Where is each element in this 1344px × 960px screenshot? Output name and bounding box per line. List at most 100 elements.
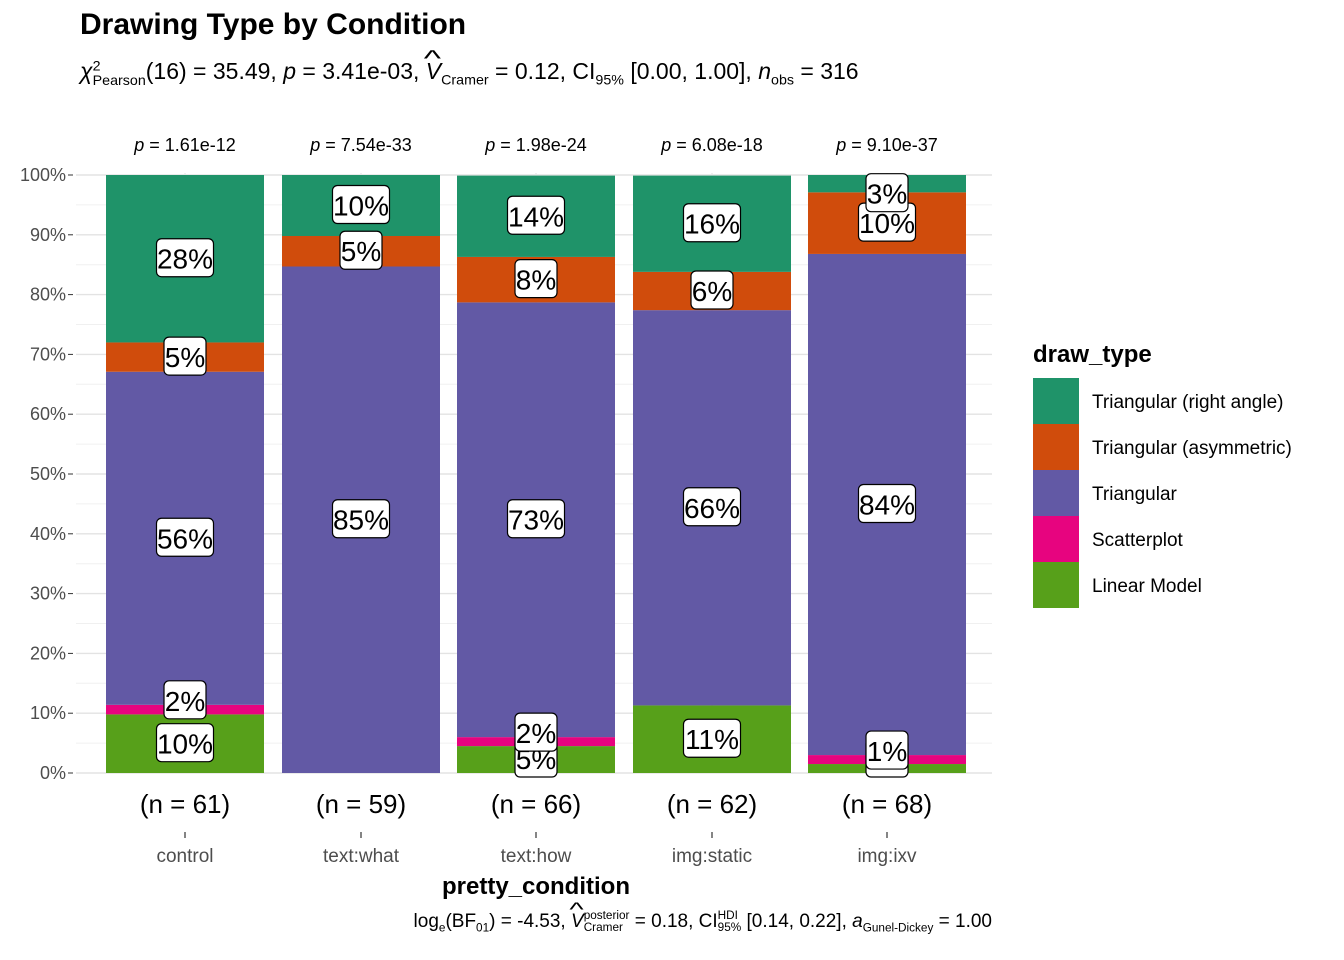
bf-value: ) = -4.53,: [489, 910, 571, 932]
legend-key: [1033, 378, 1079, 424]
segment-label-text: 5%: [341, 236, 381, 267]
y-tick-label: 30%: [30, 584, 66, 604]
y-tick-label: 90%: [30, 225, 66, 245]
segment-label-text: 10%: [859, 208, 915, 239]
chart-subtitle: χ2Pearson(16) = 35.49, p = 3.41e-03, VCr…: [80, 58, 859, 89]
segment-label-text: 73%: [508, 505, 564, 536]
bf-text: (BF: [445, 910, 477, 932]
segment-label-box: [682, 487, 742, 527]
p-value-label: p = 1.61e-12: [133, 135, 236, 155]
y-tick-label: 40%: [30, 524, 66, 544]
v-symbol: V: [426, 58, 441, 85]
ci-sub: 95%: [595, 72, 624, 89]
segment-label-box: [506, 499, 566, 539]
chart-title: Drawing Type by Condition: [80, 8, 467, 41]
segment-label-text: 10%: [333, 190, 389, 221]
y-tick-label: 100%: [20, 165, 66, 185]
segment-label-box: [163, 336, 207, 376]
count-label: (n = 61): [140, 789, 230, 819]
segment-label-box: [682, 718, 742, 758]
segment-label-box: [155, 517, 215, 557]
segment-label-box: [690, 270, 734, 310]
x-tick-label: text:what: [323, 846, 400, 867]
p-symbol: p: [283, 58, 296, 84]
segment-label: 8%: [514, 259, 558, 299]
x-tick-label: img:static: [672, 846, 752, 867]
v-posterior-sup: posterior: [583, 909, 630, 922]
segment-label-text: 2%: [165, 686, 205, 717]
legend-label: Triangular (asymmetric): [1092, 438, 1292, 459]
segment-label-text: 3%: [867, 179, 907, 210]
legend-label: Scatterplot: [1092, 530, 1184, 551]
segment-label-text: 10%: [157, 729, 213, 760]
ci-hdi-value: [0.14, 0.22],: [741, 910, 853, 932]
legend: draw_type Triangular (right angle) Triang…: [1033, 341, 1292, 608]
segment-label: 6%: [690, 270, 734, 310]
segment-label-box: [514, 712, 558, 752]
segment-label: 56%: [155, 517, 215, 557]
segment-label-box: [155, 238, 215, 278]
segment-label-box: [331, 499, 391, 539]
segment-label-text: 56%: [157, 523, 213, 554]
segment-label: 73%: [506, 499, 566, 539]
segment-label-text: 11%: [685, 724, 739, 755]
segment-label-text: 28%: [157, 244, 213, 275]
segment-label-box: [865, 173, 909, 213]
segment-label: 2%: [163, 680, 207, 720]
legend-title: draw_type: [1033, 341, 1152, 368]
p-value-label: p = 7.54e-33: [309, 135, 412, 155]
v-sub: Cramer: [441, 72, 489, 89]
segment-label: 5%: [339, 230, 383, 270]
y-axis: 0% 10% 20% 30% 40% 50% 60% 70% 80% 90% 100%: [20, 165, 73, 783]
segment-label-box: [331, 184, 391, 225]
segment-label-text: 16%: [684, 209, 740, 240]
legend-key: [1033, 424, 1079, 470]
segment-label: 11%: [682, 718, 742, 758]
p-value-label: p = 1.98e-24: [484, 135, 587, 155]
legend-label: Triangular (right angle): [1092, 392, 1284, 413]
chi-sub: Pearson: [92, 72, 146, 89]
p-value: = 3.41e-03,: [296, 58, 426, 84]
legend-label: Linear Model: [1092, 576, 1202, 597]
y-tick-label: 0%: [40, 763, 66, 783]
segment-label: 3%: [865, 173, 909, 213]
p-value-label: p = 6.08e-18: [660, 135, 763, 155]
segment-label: 14%: [506, 195, 566, 235]
segment-label: 5%: [163, 336, 207, 376]
segment-label-box: [163, 680, 207, 720]
segment-label-text: 8%: [516, 265, 556, 296]
segment-label: 16%: [682, 203, 742, 243]
a-value: = 1.00: [933, 910, 992, 932]
ci-hdi-sup: HDI: [717, 909, 738, 922]
segment-label-text: 2%: [516, 718, 556, 749]
segment-label: 1%: [865, 730, 909, 770]
segment-label-text: 84%: [859, 489, 915, 520]
n-symbol: n: [758, 58, 772, 84]
a-symbol: a: [852, 910, 863, 932]
y-tick-label: 20%: [30, 643, 66, 663]
v-posterior-value: = 0.18, CI: [629, 910, 718, 932]
count-label: (n = 68): [842, 789, 932, 819]
count-label: (n = 62): [667, 789, 757, 819]
segment-label-box: [506, 195, 566, 235]
v-posterior-symbol: V: [571, 911, 584, 933]
segment-label-text: 14%: [508, 201, 564, 232]
n-sub: obs: [771, 72, 794, 89]
segment-label-text: 66%: [684, 493, 740, 524]
x-tick-label: img:ixv: [857, 846, 917, 867]
x-axis: p = 1.61e-12 p = 7.54e-33 p = 1.98e-24 p = …: [133, 135, 938, 867]
p-value-label: p = 9.10e-37: [835, 135, 938, 155]
segment-label: 10%: [331, 184, 391, 225]
y-tick-label: 70%: [30, 344, 66, 364]
segment-label-box: [682, 203, 742, 243]
legend-label: Triangular: [1092, 484, 1178, 505]
legend-key: [1033, 562, 1079, 608]
segment-label-box: [514, 259, 558, 299]
segment-label-text: 5%: [165, 342, 205, 373]
segment-label-box: [857, 483, 917, 524]
n-value: = 316: [794, 58, 859, 84]
segment-label-text: 6%: [692, 276, 732, 307]
a-sub: Gunel-Dickey: [862, 921, 934, 935]
